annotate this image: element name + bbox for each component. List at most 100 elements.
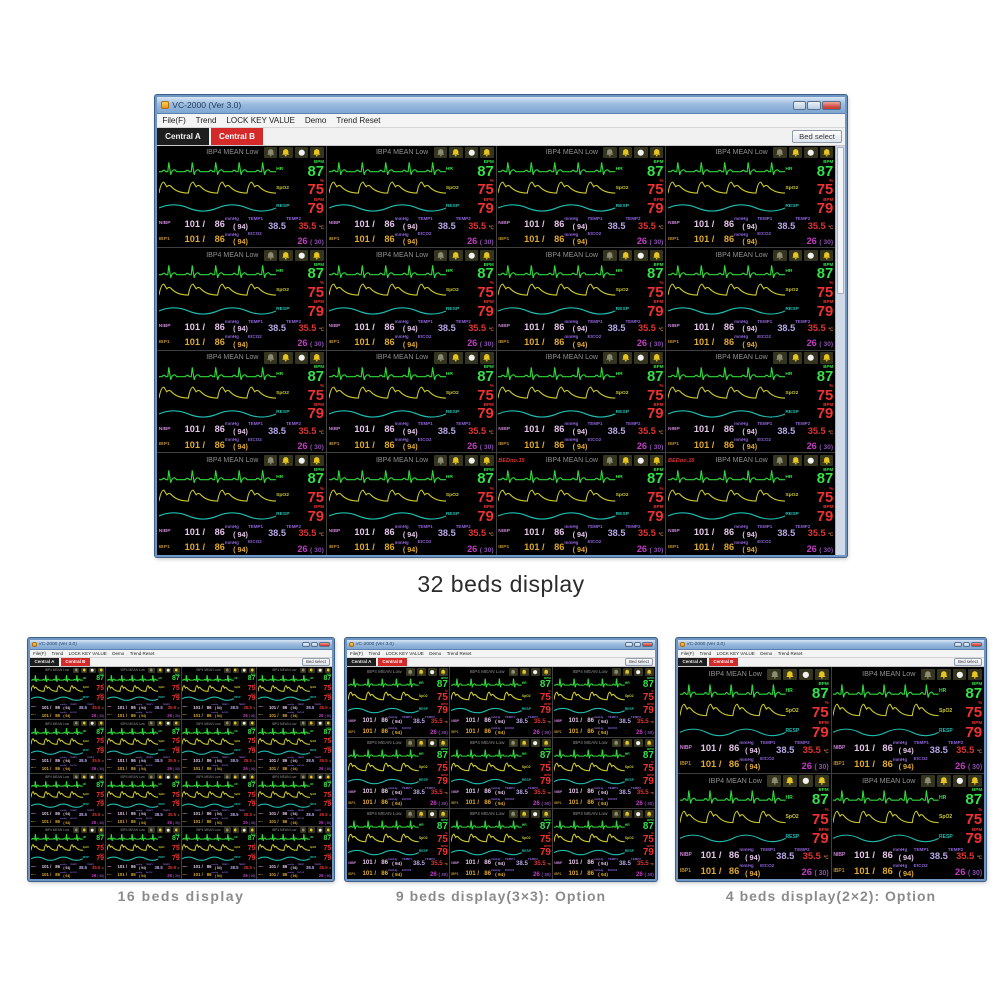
alarm-mute-bell-icon[interactable] <box>263 147 278 159</box>
bed-panel[interactable]: IBP4 MEAN Low HR BPM 87 <box>496 350 666 453</box>
alarm-bell-icon[interactable] <box>81 720 88 727</box>
silence-circle-icon[interactable] <box>165 774 172 780</box>
alarm-bell-icon[interactable] <box>644 810 654 818</box>
alarm-mute-bell-icon[interactable] <box>920 775 935 787</box>
alarm-bell-icon[interactable] <box>310 147 324 159</box>
tab-central-b[interactable]: Central B <box>210 128 264 145</box>
alarm-bell-icon[interactable] <box>279 249 293 261</box>
bed-panel[interactable]: IBP4 MEAN Low HR BPM 87 <box>105 720 181 773</box>
bed-panel[interactable]: IBP4 MEAN Low HR BPM 87 <box>347 809 449 879</box>
minimize-button[interactable] <box>792 100 807 110</box>
alarm-mute-bell-icon[interactable] <box>773 454 787 467</box>
silence-circle-icon[interactable] <box>165 720 172 727</box>
silence-circle-icon[interactable] <box>634 454 648 467</box>
silence-circle-icon[interactable] <box>799 775 813 787</box>
silence-circle-icon[interactable] <box>294 454 309 467</box>
bed-panel[interactable]: IBP4 MEAN Low HR BPM 87 <box>450 667 552 737</box>
alarm-mute-bell-icon[interactable] <box>299 720 307 727</box>
bed-panel[interactable]: IBP4 MEAN Low HR BPM 87 <box>831 667 984 773</box>
bed-panel[interactable]: BEDno.16 IBP4 MEAN Low HR BPM <box>666 453 835 555</box>
menu-item[interactable]: File(F) <box>33 650 46 656</box>
alarm-mute-bell-icon[interactable] <box>773 147 787 159</box>
bed-panel[interactable]: IBP4 MEAN Low HR BPM 87 <box>181 667 257 720</box>
silence-circle-icon[interactable] <box>89 774 96 780</box>
silence-circle-icon[interactable] <box>165 667 172 673</box>
silence-circle-icon[interactable] <box>634 352 648 364</box>
alarm-bell-icon[interactable] <box>416 810 426 818</box>
alarm-bell-icon[interactable] <box>324 827 332 833</box>
tab-central-a[interactable]: Central A <box>157 128 209 145</box>
menu-item[interactable]: Demo <box>112 650 125 656</box>
alarm-mute-bell-icon[interactable] <box>611 668 621 676</box>
alarm-bell-icon[interactable] <box>541 668 551 676</box>
silence-circle-icon[interactable] <box>89 720 96 727</box>
menu-item[interactable]: Trend <box>699 650 712 656</box>
alarm-bell-icon[interactable] <box>232 774 239 780</box>
silence-circle-icon[interactable] <box>316 774 323 780</box>
alarm-mute-bell-icon[interactable] <box>72 774 80 780</box>
menu-item[interactable]: Demo <box>760 650 773 656</box>
alarm-bell-icon[interactable] <box>416 668 426 676</box>
minimize-button[interactable] <box>302 641 310 647</box>
alarm-bell-icon[interactable] <box>232 667 239 673</box>
alarm-mute-bell-icon[interactable] <box>508 739 518 747</box>
bed-panel[interactable]: IBP4 MEAN Low HR BPM 87 <box>105 773 181 826</box>
alarm-mute-bell-icon[interactable] <box>603 454 617 467</box>
scrollbar-thumb[interactable] <box>837 146 844 294</box>
alarm-bell-icon[interactable] <box>173 720 180 727</box>
alarm-mute-bell-icon[interactable] <box>767 775 782 787</box>
alarm-bell-icon[interactable] <box>438 668 448 676</box>
alarm-mute-bell-icon[interactable] <box>263 454 278 467</box>
alarm-bell-icon[interactable] <box>618 249 633 261</box>
alarm-mute-bell-icon[interactable] <box>299 667 307 673</box>
alarm-bell-icon[interactable] <box>618 454 633 467</box>
alarm-mute-bell-icon[interactable] <box>433 249 448 261</box>
alarm-bell-icon[interactable] <box>249 720 256 727</box>
bed-panel[interactable]: IBP4 MEAN Low HR BPM 87 <box>496 248 666 350</box>
alarm-bell-icon[interactable] <box>81 774 88 780</box>
alarm-bell-icon[interactable] <box>438 810 448 818</box>
alarm-bell-icon[interactable] <box>814 775 829 787</box>
menu-item[interactable]: File(F) <box>350 650 363 656</box>
title-bar[interactable]: VC-2000 (Ver 3.0) <box>678 640 984 650</box>
alarm-bell-icon[interactable] <box>819 147 834 159</box>
alarm-bell-icon[interactable] <box>173 827 180 833</box>
bed-panel[interactable]: IBP4 MEAN Low HR BPM 87 <box>678 773 831 879</box>
silence-circle-icon[interactable] <box>530 739 540 747</box>
alarm-bell-icon[interactable] <box>232 827 239 833</box>
silence-circle-icon[interactable] <box>240 774 248 780</box>
silence-circle-icon[interactable] <box>804 147 818 159</box>
alarm-mute-bell-icon[interactable] <box>224 827 231 833</box>
alarm-mute-bell-icon[interactable] <box>148 720 155 727</box>
bed-panel[interactable]: BEDno.15 IBP4 MEAN Low HR BPM <box>496 453 666 555</box>
alarm-bell-icon[interactable] <box>622 810 632 818</box>
alarm-mute-bell-icon[interactable] <box>148 667 155 673</box>
tab-central-a[interactable]: Central A <box>30 657 59 666</box>
alarm-bell-icon[interactable] <box>249 667 256 673</box>
alarm-mute-bell-icon[interactable] <box>920 668 935 681</box>
bed-panel[interactable]: IBP4 MEAN Low HR BPM 87 <box>257 667 332 720</box>
alarm-mute-bell-icon[interactable] <box>773 352 787 364</box>
bed-panel[interactable]: IBP4 MEAN Low HR BPM 87 <box>666 248 835 350</box>
vertical-scrollbar[interactable] <box>835 145 845 555</box>
silence-circle-icon[interactable] <box>952 668 967 681</box>
tab-central-a[interactable]: Central A <box>347 657 376 666</box>
bed-panel[interactable]: IBP4 MEAN Low HR BPM 87 <box>157 453 326 555</box>
bed-panel[interactable]: IBP4 MEAN Low HR BPM 87 <box>181 773 257 826</box>
silence-circle-icon[interactable] <box>89 667 96 673</box>
bed-panel[interactable]: IBP4 MEAN Low HR BPM 87 <box>326 248 496 350</box>
close-button[interactable] <box>642 641 653 647</box>
alarm-mute-bell-icon[interactable] <box>767 668 782 681</box>
alarm-bell-icon[interactable] <box>649 147 664 159</box>
alarm-mute-bell-icon[interactable] <box>433 352 448 364</box>
alarm-bell-icon[interactable] <box>310 352 324 364</box>
alarm-bell-icon[interactable] <box>644 668 654 676</box>
alarm-mute-bell-icon[interactable] <box>405 810 415 818</box>
tab-central-b[interactable]: Central B <box>377 657 407 666</box>
alarm-bell-icon[interactable] <box>249 827 256 833</box>
silence-circle-icon[interactable] <box>634 249 648 261</box>
bed-panel[interactable]: IBP4 MEAN Low HR BPM 87 <box>257 826 332 879</box>
alarm-mute-bell-icon[interactable] <box>299 827 307 833</box>
silence-circle-icon[interactable] <box>464 147 479 159</box>
alarm-mute-bell-icon[interactable] <box>299 774 307 780</box>
